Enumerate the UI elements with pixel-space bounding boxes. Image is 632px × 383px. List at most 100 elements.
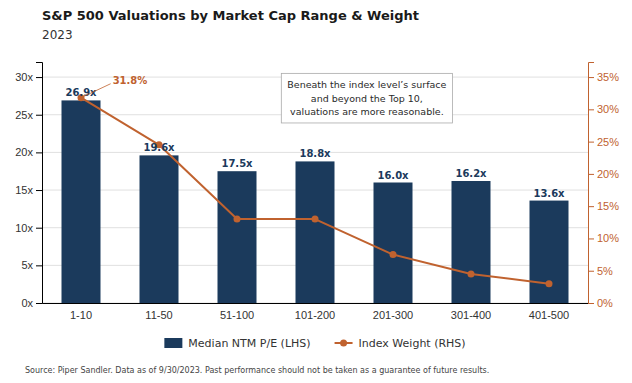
y-tick: 25x <box>15 109 42 121</box>
x-tick-label: 11-50 <box>145 309 172 321</box>
y2-tick-label: 25% <box>597 136 619 148</box>
y2-tick: 10% <box>588 232 619 244</box>
y2-axis: 0% 5% 10% 15% 20% 25% 30% 35% <box>588 63 619 310</box>
grid <box>42 77 588 303</box>
marker <box>546 280 553 287</box>
y-tick: 10x <box>15 222 42 234</box>
marks <box>62 94 569 303</box>
x-tick: 301-400 <box>451 303 491 321</box>
y2-tick: 0% <box>588 297 613 309</box>
bar <box>140 155 179 303</box>
y2-tick-mark <box>588 142 594 143</box>
axis-line <box>36 63 43 304</box>
data-labels: 26.9x19.6x17.5x18.8x16.0x16.2x13.6x31.8% <box>65 75 565 199</box>
bar <box>296 161 335 303</box>
y-tick-mark <box>36 303 42 304</box>
y-tick-label: 20x <box>15 146 33 158</box>
bar-label: 17.5x <box>221 158 253 169</box>
legend-item: Index Weight (RHS) <box>335 337 466 350</box>
y2-tick: 15% <box>588 200 619 212</box>
bar-label: 16.0x <box>377 170 409 181</box>
y2-tick-label: 0% <box>597 297 613 309</box>
y2-tick-mark <box>588 109 594 110</box>
y2-tick: 5% <box>588 265 613 277</box>
legend-label: Index Weight (RHS) <box>359 337 466 350</box>
marker <box>234 216 241 223</box>
y-tick-mark <box>36 115 42 116</box>
y2-tick-mark <box>588 271 594 272</box>
subtitle: 2023 <box>42 28 73 42</box>
bar-label: 13.6x <box>533 188 565 199</box>
source: Source: Piper Sandler. Data as of 9/30/2… <box>25 366 489 375</box>
y2-tick-mark <box>588 77 594 78</box>
y-tick-label: 25x <box>15 109 33 121</box>
bar <box>374 183 413 304</box>
x-tick: 101-200 <box>295 303 335 321</box>
marker <box>468 270 475 277</box>
x-tick: 51-100 <box>220 303 254 321</box>
y2-tick: 30% <box>588 103 619 115</box>
y2-tick-mark <box>588 174 594 175</box>
y-tick-label: 15x <box>15 184 33 196</box>
axis-line <box>43 303 589 304</box>
y-tick-mark <box>36 152 42 153</box>
x-tick-label: 401-500 <box>529 309 569 321</box>
legend-swatch <box>164 338 182 348</box>
y2-tick-mark <box>588 238 594 239</box>
line <box>81 98 549 284</box>
y-tick: 5x <box>21 259 42 271</box>
y2-tick: 35% <box>588 71 619 83</box>
x-axis: 1-10 11-50 51-100 101-200 201-300 301-400 401-… <box>43 303 589 321</box>
x-tick: 401-500 <box>529 303 569 321</box>
x-tick: 1-10 <box>70 303 92 321</box>
bar <box>218 171 257 303</box>
y-tick-mark <box>36 228 42 229</box>
y-tick-mark <box>36 77 42 78</box>
bar <box>62 100 101 303</box>
legend: Median NTM P/E (LHS) Index Weight (RHS) <box>164 337 465 350</box>
y-tick: 30x <box>15 71 42 83</box>
legend-item: Median NTM P/E (LHS) <box>164 337 310 350</box>
y2-tick-label: 10% <box>597 232 619 244</box>
legend-marker <box>340 340 347 347</box>
y-tick-mark <box>36 265 42 266</box>
plot: 1-10 11-50 51-100 101-200 201-300 301-400 401-… <box>15 63 619 321</box>
y2-tick-mark <box>588 206 594 207</box>
annotation-box <box>281 73 452 123</box>
y-tick-label: 10x <box>15 222 33 234</box>
annotation: Beneath the index level’s surfaceand bey… <box>281 73 452 123</box>
legend-label: Median NTM P/E (LHS) <box>188 337 310 350</box>
y-tick: 0x <box>21 297 42 309</box>
y2-tick-label: 35% <box>597 71 619 83</box>
y-tick-label: 5x <box>21 259 33 271</box>
x-tick-label: 101-200 <box>295 309 335 321</box>
bar-label: 18.8x <box>299 148 331 159</box>
bar-label: 26.9x <box>65 87 97 98</box>
y2-tick-label: 15% <box>597 200 619 212</box>
x-tick: 11-50 <box>145 303 172 321</box>
bar-label: 19.6x <box>143 142 175 153</box>
title: S&P 500 Valuations by Market Cap Range &… <box>42 8 419 23</box>
bar <box>530 201 569 303</box>
label-leader <box>81 84 111 98</box>
x-tick-label: 51-100 <box>220 309 254 321</box>
y2-tick-label: 5% <box>597 265 613 277</box>
y2-tick-label: 30% <box>597 103 619 115</box>
y-tick: 20x <box>15 146 42 158</box>
axis-line <box>589 63 595 304</box>
x-tick-label: 301-400 <box>451 309 491 321</box>
y-tick: 15x <box>15 184 42 196</box>
chart: S&P 500 Valuations by Market Cap Range &… <box>0 0 632 383</box>
y-axis: 0x 5x 10x 15x 20x 25x 30x <box>15 63 42 310</box>
annotation-text: Beneath the index level’s surfaceand bey… <box>287 79 446 117</box>
x-tick-label: 1-10 <box>70 309 92 321</box>
y-tick-mark <box>36 190 42 191</box>
x-tick-label: 201-300 <box>373 309 413 321</box>
y-tick-label: 0x <box>21 297 33 309</box>
y-tick-label: 30x <box>15 71 33 83</box>
y2-tick-label: 20% <box>597 168 619 180</box>
marker <box>390 251 397 258</box>
y2-tick: 20% <box>588 168 619 180</box>
x-tick: 201-300 <box>373 303 413 321</box>
y2-tick: 25% <box>588 136 619 148</box>
